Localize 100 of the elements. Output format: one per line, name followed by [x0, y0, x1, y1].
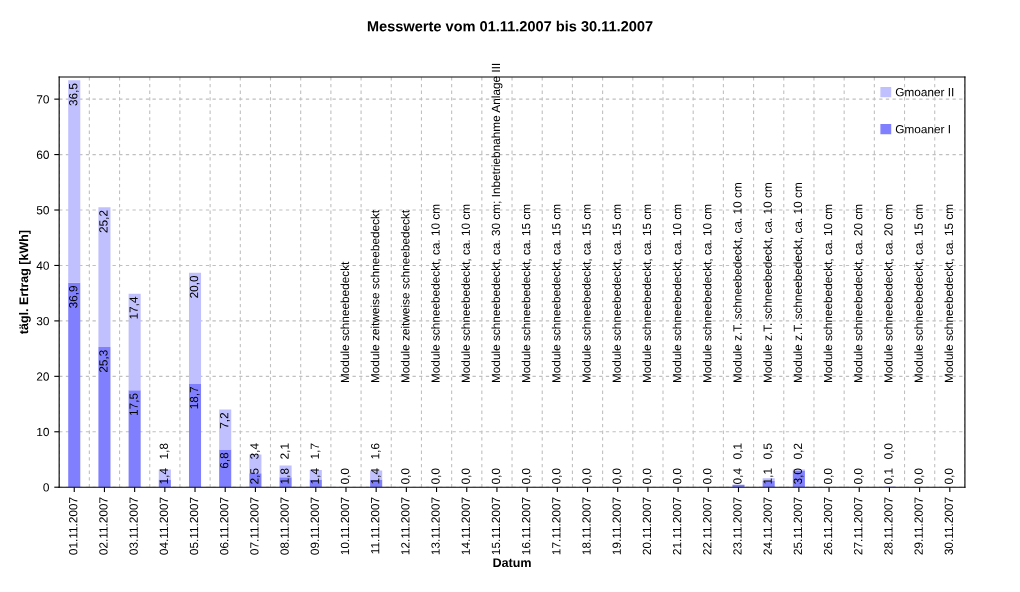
data-label: 0,2: [793, 443, 804, 459]
annotation: Module schneebedeckt, ca. 15 cm: [582, 204, 593, 383]
annotation: Module z.T. schneebedeckt, ca. 10 cm: [793, 183, 804, 383]
data-label: 18,7: [189, 386, 200, 409]
x-tick-label: 23.11.2007: [733, 497, 742, 555]
data-label: 0,0: [914, 468, 925, 484]
annotation: Module schneebedeckt, ca. 10 cm: [823, 204, 834, 383]
x-tick-label: 08.11.2007: [280, 497, 289, 555]
x-tick-label: 16.11.2007: [521, 497, 531, 555]
bar: [188, 383, 202, 488]
data-label: 0,0: [521, 468, 532, 484]
bar: [128, 293, 141, 391]
x-tick-label: 30.11.2007: [944, 497, 953, 555]
annotation: Module schneebedeckt, ca. 15 cm: [914, 204, 925, 383]
annotation: Module schneebedeckt, ca. 15 cm: [944, 204, 955, 383]
x-tick-label: 13.11.2007: [431, 497, 440, 555]
data-label: 0,1: [884, 468, 894, 484]
x-tick-label: 19.11.2007: [612, 497, 621, 555]
x-tick-label: 18.11.2007: [582, 497, 591, 555]
data-label: 0,0: [672, 468, 683, 484]
bar: [219, 409, 232, 450]
data-label: 1,4: [371, 468, 381, 484]
data-label: 17,4: [129, 296, 140, 319]
y-tick-label: 60: [36, 150, 49, 159]
data-label: 0,0: [612, 468, 623, 484]
x-tick-label: 27.11.2007: [854, 497, 863, 555]
data-label: 0,0: [340, 468, 351, 484]
annotation: Module zeitweise schneebedeckt: [400, 209, 410, 383]
x-tick-label: 10.11.2007: [340, 497, 350, 555]
annotation: Module schneebedeckt, ca. 10 cm: [702, 204, 713, 383]
y-tick-label: 70: [36, 95, 49, 104]
data-label: 0,0: [582, 468, 593, 484]
legend-label: Gmoaner II: [895, 87, 954, 97]
data-label: 1,4: [159, 468, 170, 484]
x-tick-label: 06.11.2007: [220, 497, 229, 555]
data-label: 6,8: [220, 452, 230, 469]
x-tick-label: 29.11.2007: [914, 497, 923, 555]
data-label: 1,1: [763, 468, 774, 484]
x-tick-label: 21.11.2007: [672, 497, 682, 555]
data-label: 25,2: [99, 210, 110, 233]
annotation: Module z.T. schneebedeckt, ca. 10 cm: [732, 183, 744, 383]
data-label: 1,4: [310, 468, 321, 484]
legend-label: Gmoaner I: [895, 125, 950, 134]
data-label: 7,2: [220, 412, 230, 429]
x-tick-label: 11.11.2007: [370, 497, 380, 554]
data-label: 1,6: [370, 443, 381, 459]
x-tick-label: 26.11.2007: [823, 497, 833, 555]
data-label: 0,0: [552, 468, 562, 484]
x-tick-label: 03.11.2007: [129, 497, 138, 555]
annotation: Module schneebedeckt, ca. 10 cm: [461, 204, 472, 383]
bar: [128, 390, 141, 488]
data-label: 0,0: [461, 468, 472, 484]
y-tick-label: 10: [37, 427, 49, 437]
annotation: Module schneebedeckt, ca. 15 cm: [642, 204, 653, 383]
bar: [98, 346, 111, 488]
bar: [98, 207, 111, 347]
x-tick-label: 02.11.2007: [99, 497, 108, 555]
data-label: 0,0: [854, 468, 864, 484]
data-label: 0,5: [763, 443, 774, 459]
data-label: 0,0: [491, 468, 502, 484]
annotation: Module schneebedeckt, ca. 30 cm; Inbetriebnahme Anlage III: [491, 63, 503, 383]
bar: [68, 80, 81, 283]
data-label: 36,9: [69, 285, 79, 308]
data-label: 0,0: [401, 468, 411, 484]
data-label: 36,5: [69, 83, 79, 106]
data-label: 0,0: [703, 468, 713, 484]
y-tick-label: 50: [36, 206, 49, 215]
x-tick-label: 04.11.2007: [159, 497, 168, 555]
x-tick-label: 07.11.2007: [250, 497, 259, 555]
data-label: 0,0: [642, 468, 653, 484]
data-label: 2,1: [280, 443, 291, 459]
annotation: Module schneebedeckt, ca. 10 cm: [431, 204, 442, 383]
x-tick-label: 01.11.2007: [69, 497, 78, 555]
x-tick-label: 17.11.2007: [552, 497, 561, 555]
y-tick-label: 0: [43, 483, 49, 492]
chart-title: Messwerte vom 01.11.2007 bis 30.11.2007: [367, 20, 653, 32]
x-tick-label: 15.11.2007: [491, 497, 501, 555]
data-label: 0,1: [733, 443, 744, 459]
y-tick-label: 40: [36, 261, 49, 270]
annotation: Module schneebedeckt, ca. 15 cm: [612, 204, 623, 383]
x-tick-label: 22.11.2007: [703, 497, 712, 555]
annotation: Module zeitweise schneebedeckt: [370, 209, 380, 383]
data-label: 1,8: [159, 443, 170, 459]
annotation: Module schneebedeckt, ca. 15 cm: [551, 204, 562, 383]
data-label: 1,8: [280, 468, 291, 484]
data-label: 25,3: [99, 350, 110, 373]
data-label: 1,7: [310, 443, 321, 459]
bar: [188, 272, 202, 384]
data-label: 20,0: [189, 275, 200, 298]
x-tick-label: 20.11.2007: [642, 497, 652, 555]
x-tick-label: 14.11.2007: [461, 497, 470, 555]
x-tick-label: 28.11.2007: [884, 497, 893, 555]
data-label: 3,0: [793, 468, 804, 484]
x-tick-label: 24.11.2007: [763, 497, 772, 555]
annotation: Module schneebedeckt, ca. 15 cm: [521, 204, 532, 383]
data-label: 0,0: [944, 468, 955, 484]
x-tick-label: 05.11.2007: [189, 497, 199, 555]
x-tick-label: 12.11.2007: [401, 497, 410, 555]
x-axis-title: Datum: [493, 558, 531, 568]
y-tick-label: 20: [36, 372, 49, 381]
